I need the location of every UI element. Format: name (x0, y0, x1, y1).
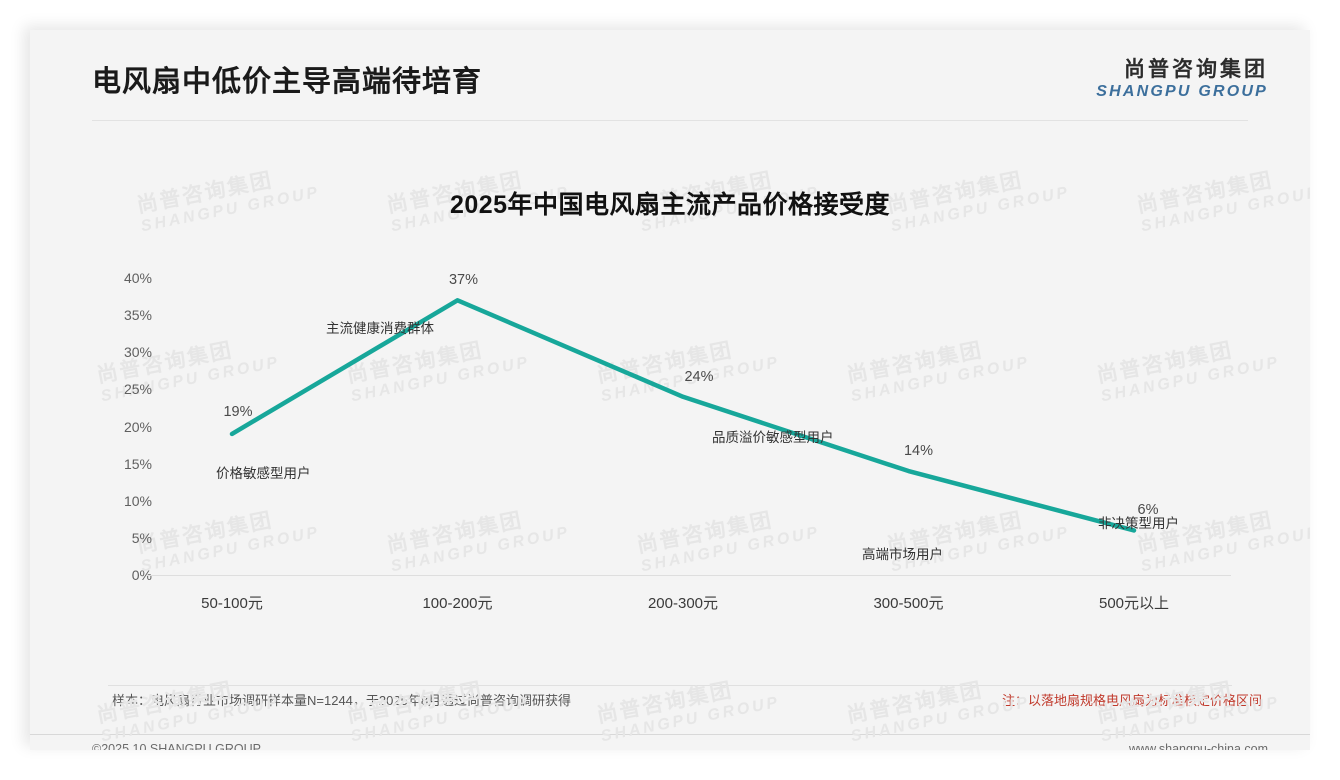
chart-title: 2025年中国电风扇主流产品价格接受度 (449, 191, 891, 219)
slide-canvas: 尚普咨询集团 SHANGPU GROUP 尚普咨询集团 SHANGPU GROUP 尚普… (30, 30, 1310, 750)
y-axis-tick: 40% (123, 270, 152, 286)
sample-note: 样本：电风扇行业市场调研样本量N=1244，于2025年8月通过尚普咨询调研获得 (112, 693, 572, 708)
x-axis-baseline (146, 575, 1231, 576)
x-axis-tick: 100-200元 (422, 595, 493, 612)
segment-annotation: 高端市场用户 (862, 547, 943, 562)
copyright-text: ©2025.10 SHANGPU GROUP (92, 742, 261, 750)
x-axis-tick: 500元以上 (1098, 595, 1170, 612)
footer-divider (30, 734, 1310, 735)
website-url: www.shangpu-china.com (1129, 742, 1268, 750)
y-axis-tick: 35% (123, 307, 152, 324)
data-point-value: 6% (1137, 502, 1159, 519)
header-divider (92, 120, 1248, 121)
x-axis-tick: 50-100元 (201, 595, 263, 612)
y-axis-tick: 30% (123, 344, 152, 361)
company-logo: 尚普咨询集团 SHANGPU GROUP (1096, 58, 1268, 101)
segment-annotation: 非决策型用户 (1098, 516, 1179, 531)
y-axis-tick: 0% (131, 567, 152, 583)
y-axis-tick: 20% (123, 418, 152, 435)
footnote-divider (108, 685, 1232, 686)
segment-annotation: 主流健康消费群体 (326, 321, 434, 336)
y-axis-tick: 10% (123, 492, 152, 509)
data-line-series (229, 298, 1137, 533)
line-chart: 0% 5% 10% 15% 20% 25% 30% 35% 40% 50-100元 100-200… (30, 30, 1310, 750)
y-axis-tick: 5% (131, 529, 152, 546)
data-point-value: 37% (448, 272, 479, 289)
data-point-value: 14% (903, 443, 934, 460)
page-title: 电风扇中低价主导高端待培育 (92, 66, 483, 98)
logo-english-text: SHANGPU GROUP (1096, 83, 1268, 101)
logo-chinese-text: 尚普咨询集团 (1124, 58, 1268, 81)
chart-plot-svg (229, 298, 1137, 533)
methodology-note: 注：以落地扇规格电风扇为标准核定价格区间 (1001, 693, 1262, 708)
y-axis-tick: 25% (123, 381, 152, 398)
x-axis-tick: 200-300元 (647, 595, 719, 612)
data-point-value: 24% (684, 368, 714, 385)
data-point-value: 19% (223, 403, 253, 420)
x-axis-tick: 300-500元 (873, 595, 944, 612)
segment-annotation: 品质溢价敏感型用户 (712, 430, 834, 445)
segment-annotation: 价格敏感型用户 (216, 466, 311, 481)
y-axis-tick: 15% (123, 455, 152, 472)
slide-header: 电风扇中低价主导高端待培育 尚普咨询集团 SHANGPU GROUP (30, 30, 1310, 112)
